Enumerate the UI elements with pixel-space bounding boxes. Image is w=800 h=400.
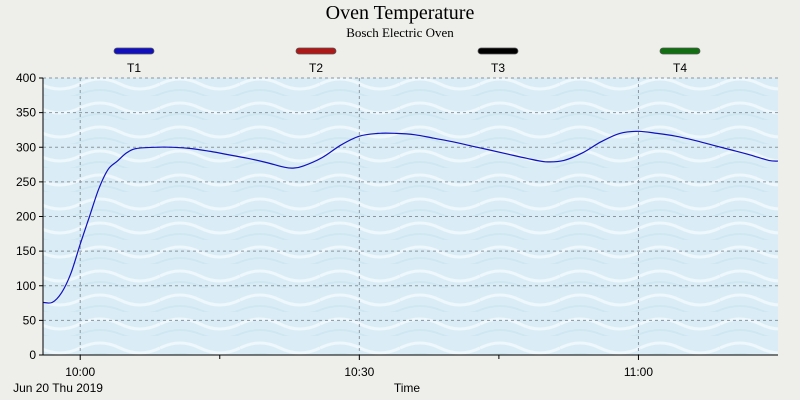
- x-axis-title: Time: [394, 381, 421, 395]
- legend-label-t1: T1: [127, 61, 141, 75]
- legend-swatch-t1: [113, 47, 155, 55]
- y-tick-label: 300: [16, 140, 36, 154]
- y-tick-label: 200: [16, 210, 36, 224]
- chart-subtitle: Bosch Electric Oven: [346, 25, 454, 40]
- y-tick-label: 400: [16, 71, 36, 85]
- y-tick-label: 250: [16, 175, 36, 189]
- y-tick-label: 350: [16, 106, 36, 120]
- x-tick-label: 11:00: [624, 365, 653, 379]
- x-tick-label: 10:30: [344, 365, 374, 379]
- legend-label-t4: T4: [673, 61, 687, 75]
- chart-title: Oven Temperature: [326, 2, 475, 24]
- y-tick-label: 150: [16, 244, 36, 258]
- y-tick-label: 50: [23, 313, 37, 327]
- x-tick-label: 10:00: [65, 365, 95, 379]
- series-layer: [42, 130, 779, 304]
- legend-swatch-t2: [295, 47, 337, 55]
- date-label: Jun 20 Thu 2019: [13, 381, 103, 395]
- series-line-t1: [42, 130, 779, 304]
- x-axis-ticks: 10:00 10:30 11:00: [65, 355, 653, 379]
- y-tick-label: 100: [16, 279, 36, 293]
- y-axis-ticks: 0 50 100 150 200 250 300 350 400: [16, 71, 43, 362]
- grid-lines: [43, 77, 778, 355]
- legend-swatch-t3: [477, 47, 519, 55]
- legend: T1 T2 T3 T4: [113, 47, 701, 75]
- legend-label-t3: T3: [491, 61, 505, 75]
- legend-swatch-t4: [659, 47, 701, 55]
- y-tick-label: 0: [29, 348, 36, 362]
- legend-label-t2: T2: [309, 61, 323, 75]
